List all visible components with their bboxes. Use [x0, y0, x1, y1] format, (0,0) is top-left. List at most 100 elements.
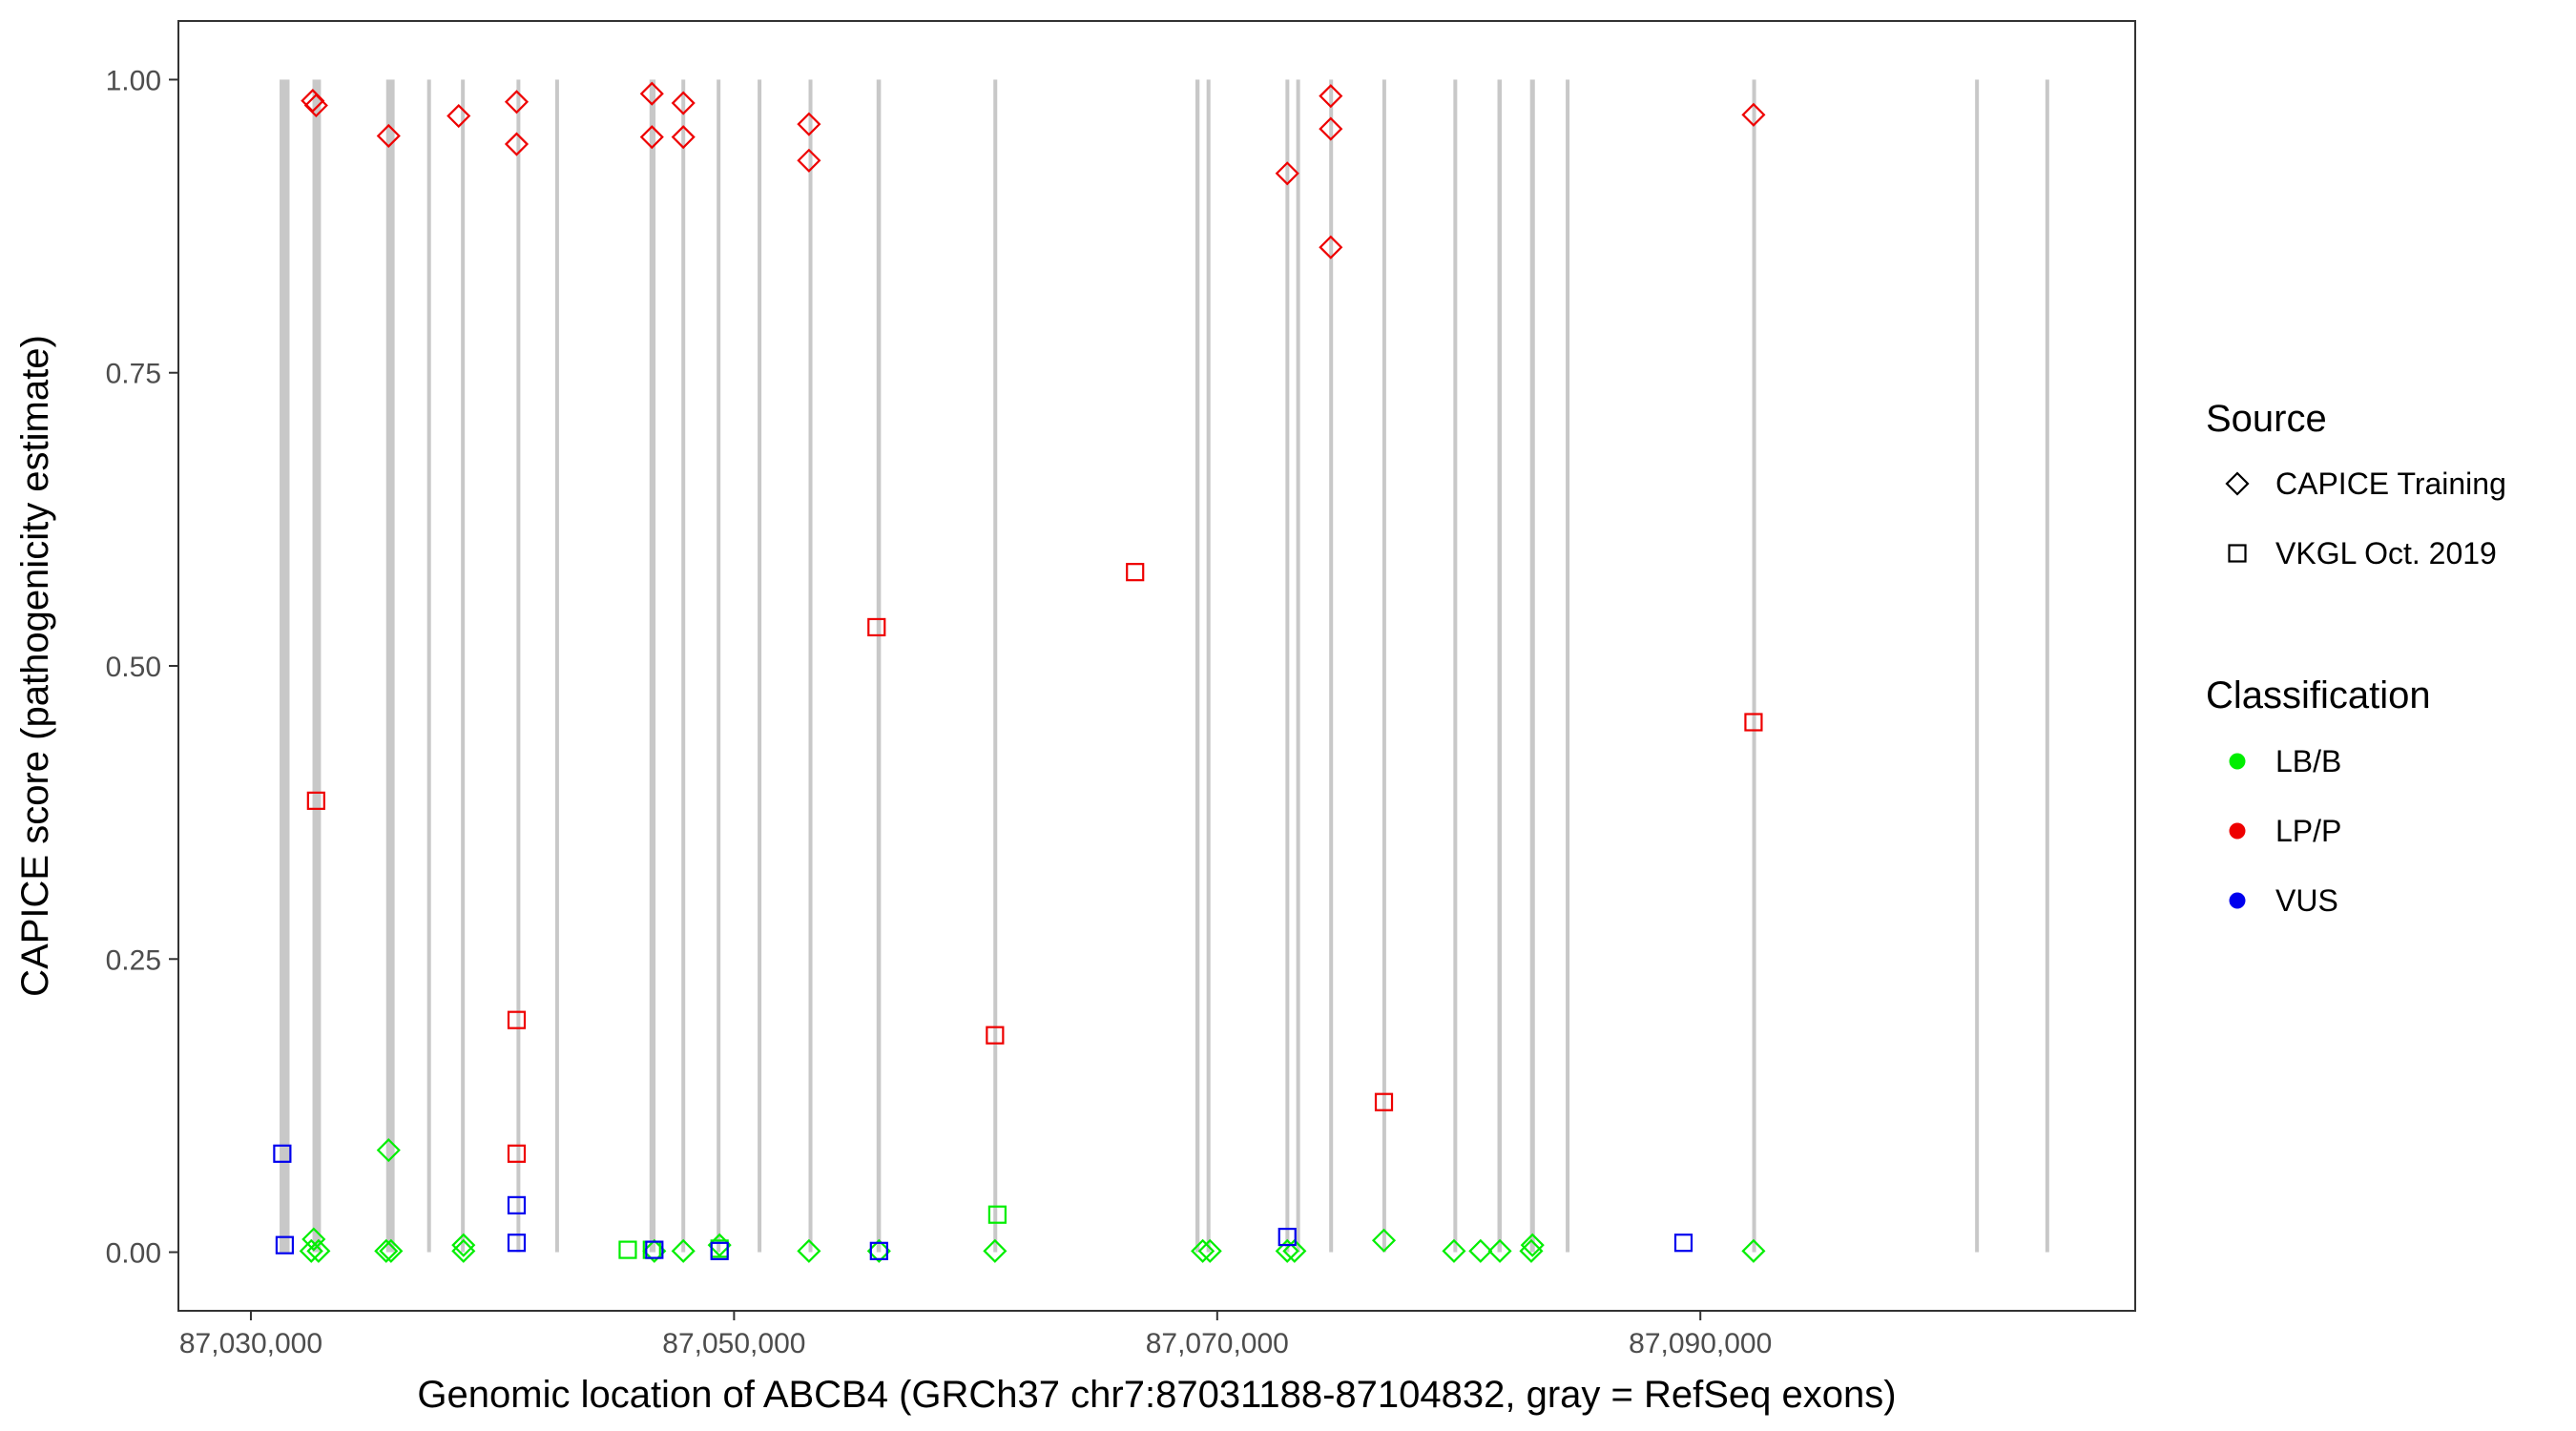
legend-classification-label: VUS [2275, 883, 2338, 918]
y-tick-label: 0.50 [106, 652, 161, 683]
data-point-diamond [299, 1238, 323, 1263]
legend-key-diamond [2225, 471, 2250, 496]
data-point-square [507, 1195, 527, 1214]
legend-classification-label: LB/B [2275, 744, 2341, 778]
data-point-diamond [379, 1238, 404, 1263]
exon-bar [876, 79, 882, 1253]
x-axis-title: Genomic location of ABCB4 (GRCh37 chr7:8… [417, 1374, 1896, 1416]
exon-bar [1195, 79, 1200, 1253]
data-point-square [987, 1205, 1007, 1224]
x-tick-label: 87,030,000 [179, 1328, 322, 1359]
data-point-square [507, 1234, 527, 1253]
data-point-diamond [1191, 1238, 1215, 1263]
data-point-diamond [306, 1238, 331, 1263]
data-point-diamond [639, 81, 664, 106]
exon-bar [1206, 79, 1211, 1253]
data-point-diamond [1741, 102, 1766, 127]
data-point-square [306, 791, 325, 810]
exon-bar [1566, 79, 1570, 1253]
y-tick-label: 0.25 [106, 944, 161, 976]
exon-bar [1296, 79, 1300, 1253]
data-point-square [618, 1240, 637, 1259]
data-point-diamond [797, 112, 821, 136]
data-point-square [273, 1144, 292, 1163]
exon-bar [1329, 79, 1334, 1253]
exon-bar [808, 79, 813, 1253]
exon-bar [1975, 79, 1980, 1253]
data-point-diamond [301, 1227, 326, 1252]
legend-key-dot [2229, 753, 2246, 770]
data-point-square [869, 1241, 888, 1260]
legend-key-square [2228, 544, 2247, 563]
exon-bar [1529, 79, 1535, 1253]
exon-bar [993, 79, 998, 1253]
data-point-diamond [376, 1138, 401, 1163]
y-tick-label: 0.75 [106, 359, 161, 390]
data-point-diamond [1282, 1238, 1307, 1263]
exon-bar [426, 79, 431, 1253]
exon-bar [554, 79, 559, 1253]
data-point-diamond [707, 1233, 732, 1257]
data-point-square [507, 1144, 527, 1163]
data-point-square [1126, 563, 1145, 582]
data-point-diamond [451, 1233, 476, 1257]
legend-classification-title: Classification [2206, 674, 2431, 716]
exon-layer [280, 79, 2049, 1253]
legend-source-title: Source [2206, 398, 2327, 440]
exon-bar [1752, 79, 1756, 1253]
exon-bar [461, 79, 466, 1253]
data-point-diamond [1197, 1238, 1222, 1263]
data-point-diamond [1487, 1238, 1512, 1263]
legend-classification-items: LB/B LP/P VUS [2229, 744, 2341, 918]
data-point-square [645, 1240, 664, 1259]
data-point-diamond [797, 148, 821, 173]
legend-source-items: CAPICE Training VKGL Oct. 2019 [2225, 467, 2506, 570]
data-point-diamond [642, 1238, 667, 1263]
exon-bar [516, 79, 521, 1253]
data-point-diamond [1468, 1238, 1493, 1263]
legend-classification-label: LP/P [2275, 814, 2341, 848]
y-tick-label: 1.00 [106, 65, 161, 96]
data-point-diamond [504, 90, 530, 114]
x-tick-label: 87,070,000 [1146, 1328, 1289, 1359]
data-point-diamond [671, 1238, 696, 1263]
legend-key-dot [2229, 822, 2246, 840]
data-point-diamond [447, 104, 471, 129]
x-tick-label: 87,090,000 [1629, 1328, 1772, 1359]
data-point-square [867, 617, 886, 637]
exon-bar [1497, 79, 1503, 1253]
exon-bar [2045, 79, 2049, 1253]
x-axis: 87,030,000 87,050,000 87,070,000 87,090,000 [179, 1311, 1772, 1359]
data-point-diamond [374, 1238, 399, 1263]
exon-bar [758, 79, 762, 1253]
data-point-square [507, 1010, 527, 1029]
exon-bar [1453, 79, 1458, 1253]
data-point-diamond [303, 93, 328, 118]
data-point-square [1673, 1234, 1693, 1253]
exon-bar [312, 79, 322, 1253]
y-axis-title: CAPICE score (pathogenicity estimate) [14, 335, 56, 997]
y-axis: 0.00 0.25 0.50 0.75 1.00 [106, 65, 178, 1270]
x-tick-label: 87,050,000 [662, 1328, 805, 1359]
data-point-diamond [1520, 1233, 1545, 1257]
data-point-square [986, 1026, 1005, 1045]
data-points-layer [273, 81, 1766, 1263]
data-point-square [1374, 1092, 1394, 1111]
data-point-diamond [1741, 1238, 1766, 1263]
exon-bar [385, 79, 395, 1253]
data-point-diamond [983, 1238, 1008, 1263]
data-point-square [710, 1241, 729, 1260]
data-point-diamond [504, 132, 530, 156]
data-point-diamond [1319, 116, 1343, 141]
data-point-diamond [1275, 1238, 1299, 1263]
data-point-diamond [671, 91, 696, 115]
legend-key-dot [2229, 892, 2246, 909]
data-point-diamond [639, 125, 664, 150]
exon-bar [280, 79, 290, 1253]
data-point-diamond [1371, 1228, 1397, 1253]
legend: Source CAPICE Training VKGL Oct. 2019 Cla… [2206, 398, 2506, 918]
exon-bar [717, 79, 721, 1253]
data-point-diamond [1319, 84, 1343, 109]
data-point-diamond [671, 125, 696, 150]
data-point-diamond [1275, 161, 1299, 186]
